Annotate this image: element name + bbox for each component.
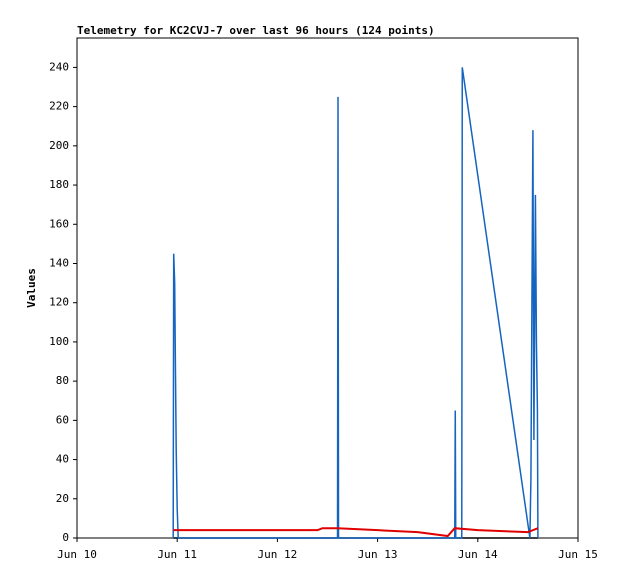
plot-frame: [76, 37, 579, 539]
x-tick-label: Jun 14: [458, 548, 498, 561]
y-tick-label: 80: [56, 374, 69, 387]
series-line: [173, 527, 539, 538]
y-tick-label: 120: [49, 296, 69, 309]
y-tick-label: 40: [56, 453, 69, 466]
y-tick-label: 220: [49, 100, 69, 113]
y-tick-label: 100: [49, 335, 69, 348]
x-tick-label: Jun 13: [358, 548, 398, 561]
y-tick-label: 140: [49, 256, 69, 269]
series-line: [172, 67, 539, 539]
y-tick-label: 20: [56, 492, 69, 505]
x-tick-label: Jun 12: [258, 548, 298, 561]
y-tick-label: 240: [49, 60, 69, 73]
y-axis-label: Values: [25, 268, 38, 308]
chart-title: Telemetry for KC2CVJ-7 over last 96 hour…: [77, 24, 435, 37]
x-tick-label: Jun 11: [157, 548, 197, 561]
y-tick-label: 0: [62, 531, 69, 544]
y-tick-label: 160: [49, 217, 69, 230]
y-tick-label: 200: [49, 139, 69, 152]
y-tick-label: 180: [49, 178, 69, 191]
y-tick-label: 60: [56, 413, 69, 426]
x-tick-label: Jun 10: [57, 548, 97, 561]
x-tick-label: Jun 15: [558, 548, 598, 561]
